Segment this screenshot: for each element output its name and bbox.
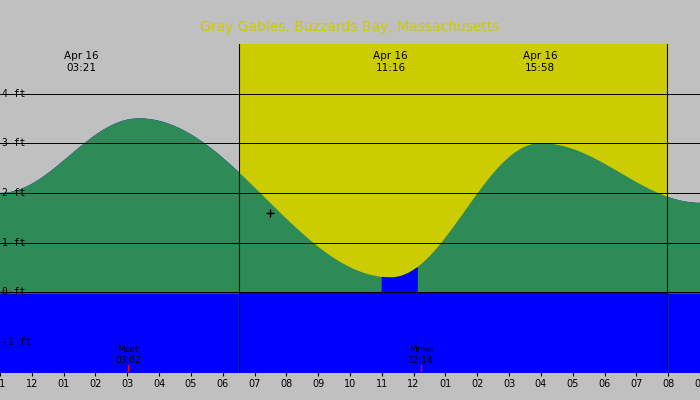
Text: -1 ft: -1 ft [1, 337, 31, 347]
Text: Mset
03:02: Mset 03:02 [116, 345, 141, 364]
Text: 0 ft: 0 ft [1, 288, 25, 298]
Text: 4 ft: 4 ft [1, 89, 25, 99]
Text: Apr 16
03:21: Apr 16 03:21 [64, 52, 99, 73]
Text: Apr 16
11:16: Apr 16 11:16 [373, 52, 407, 73]
Text: 3 ft: 3 ft [1, 138, 25, 148]
Text: Gray Gables, Buzzards Bay, Massachusetts: Gray Gables, Buzzards Bay, Massachusetts [200, 20, 500, 34]
Bar [239, 44, 667, 372]
Text: Mrise
12:14: Mrise 12:14 [408, 345, 434, 364]
Text: 1 ft: 1 ft [1, 238, 25, 248]
Text: 2 ft: 2 ft [1, 188, 25, 198]
Text: Apr 16
15:58: Apr 16 15:58 [523, 52, 557, 73]
